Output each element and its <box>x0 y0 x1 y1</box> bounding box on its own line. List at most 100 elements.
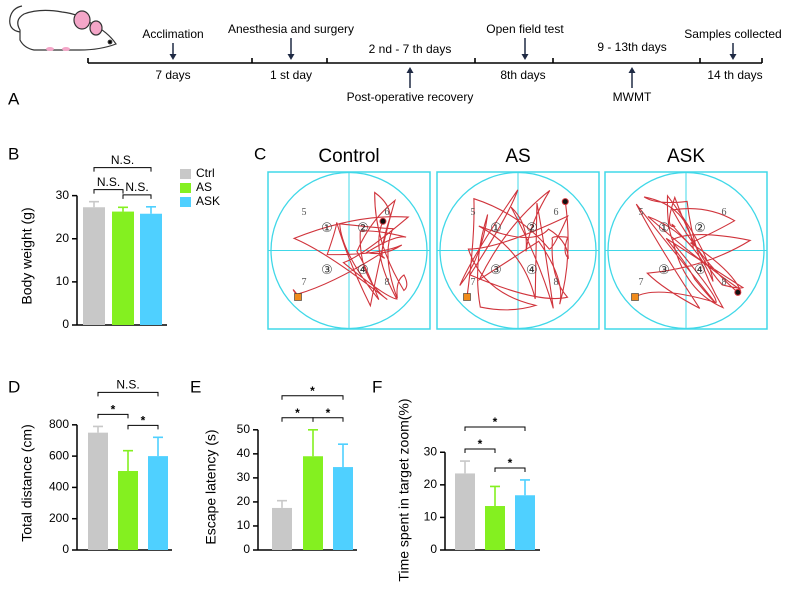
quadrant-label: ③ <box>490 262 502 277</box>
panel-label: F <box>372 377 382 396</box>
y-tick-label: 10 <box>237 518 251 532</box>
timeline-day: 7 days <box>155 68 190 82</box>
significance-label: * <box>111 403 116 417</box>
y-tick-label: 40 <box>237 446 251 460</box>
swim-path <box>459 189 569 311</box>
zone-label: 6 <box>385 207 390 218</box>
bar <box>88 432 108 550</box>
significance-bracket <box>97 413 129 419</box>
bar <box>455 473 475 550</box>
legend-label: ASK <box>196 194 220 208</box>
timeline-event: Samples collected <box>684 27 781 41</box>
significance-label: N.S. <box>116 378 139 392</box>
bar <box>118 470 138 550</box>
swim-path <box>634 194 752 309</box>
y-axis-label: Time spent in target zoom(%) <box>396 398 412 581</box>
quadrant-label: ② <box>526 220 538 235</box>
start-marker <box>631 293 639 301</box>
panel-label: D <box>8 377 20 396</box>
bar <box>485 506 505 550</box>
significance-bracket <box>312 417 344 422</box>
zone-label: 7 <box>471 277 476 288</box>
significance-label: N.S. <box>97 175 120 189</box>
end-marker <box>379 217 387 225</box>
bar <box>112 211 134 325</box>
quadrant-label: ① <box>490 220 502 235</box>
y-tick-label: 30 <box>424 444 438 458</box>
bar <box>148 456 168 550</box>
panel-label: C <box>254 144 266 163</box>
timeline-event: Open field test <box>486 22 564 36</box>
timeline-event: MWMT <box>613 90 652 104</box>
y-tick-label: 20 <box>56 231 70 245</box>
bar <box>303 456 323 550</box>
error-bar <box>123 449 133 471</box>
zone-label: 5 <box>471 207 476 218</box>
y-tick-label: 30 <box>56 188 70 202</box>
y-axis-label: Escape latency (s) <box>203 429 219 544</box>
timeline-event: Acclimation <box>142 27 203 41</box>
timeline-day: 2 nd - 7 th days <box>369 42 452 56</box>
zone-label: 7 <box>302 277 307 288</box>
y-tick-label: 0 <box>430 542 437 556</box>
quadrant-label: ① <box>321 220 333 235</box>
panel-label: E <box>190 377 201 396</box>
maze-title: AS <box>505 146 530 167</box>
error-bar <box>460 460 470 474</box>
error-bar <box>308 429 318 457</box>
y-tick-label: 30 <box>237 470 251 484</box>
y-tick-label: 800 <box>49 417 69 431</box>
significance-bracket <box>93 167 152 172</box>
y-tick-label: 10 <box>56 274 70 288</box>
arrow-head <box>628 67 636 73</box>
quadrant-label: ④ <box>357 262 369 277</box>
timeline-day: 1 st day <box>270 68 312 82</box>
quadrant-label: ④ <box>694 262 706 277</box>
arrow-head <box>287 54 295 60</box>
y-tick-label: 600 <box>49 448 69 462</box>
legend-swatch <box>180 183 191 193</box>
arrow-head <box>169 54 177 60</box>
significance-label: N.S. <box>125 180 148 194</box>
y-tick-label: 0 <box>62 542 69 556</box>
start-marker <box>294 293 302 301</box>
quadrant-label: ④ <box>526 262 538 277</box>
maze-title: ASK <box>667 146 705 167</box>
y-tick-label: 50 <box>237 422 251 436</box>
zone-label: 8 <box>385 277 390 288</box>
significance-bracket <box>464 448 496 454</box>
legend-label: AS <box>196 180 212 194</box>
significance-bracket <box>464 426 526 432</box>
significance-label: * <box>326 406 331 420</box>
y-tick-label: 0 <box>243 542 250 556</box>
legend-swatch <box>180 197 191 207</box>
end-marker <box>561 198 569 206</box>
error-bar <box>520 479 530 496</box>
error-bar <box>153 436 163 457</box>
y-tick-label: 400 <box>49 480 69 494</box>
zone-label: 5 <box>302 207 307 218</box>
error-bar <box>490 485 500 507</box>
significance-label: * <box>493 415 498 429</box>
quadrant-label: ③ <box>321 262 333 277</box>
timeline-day: 8th days <box>500 68 545 82</box>
y-tick-label: 0 <box>62 317 69 331</box>
error-bar <box>338 443 348 468</box>
arrow-head <box>521 54 529 60</box>
timeline-day: 14 th days <box>707 68 762 82</box>
significance-label: N.S. <box>111 153 134 167</box>
significance-bracket <box>122 194 152 199</box>
quadrant-label: ② <box>357 220 369 235</box>
timeline-event: Anesthesia and surgery <box>228 22 354 36</box>
start-marker <box>463 293 471 301</box>
zone-label: 6 <box>554 207 559 218</box>
y-axis-label: Body weight (g) <box>19 207 35 304</box>
bar <box>333 467 353 550</box>
y-tick-label: 200 <box>49 511 69 525</box>
significance-label: * <box>141 414 146 428</box>
panel-label: A <box>8 89 20 108</box>
legend-label: Ctrl <box>196 166 215 180</box>
error-bar <box>93 425 103 433</box>
significance-bracket <box>127 424 159 430</box>
